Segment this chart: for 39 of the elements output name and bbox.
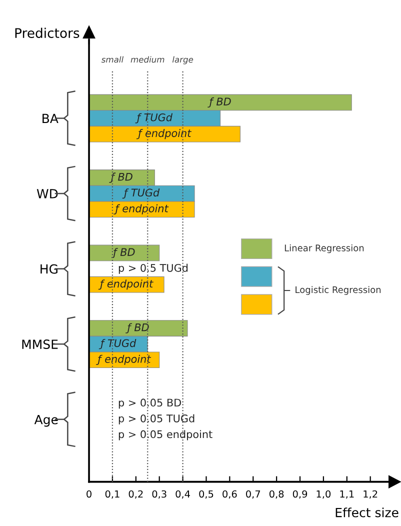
- ref-line-label: large: [172, 56, 194, 64]
- x-tick-label: 0,5: [199, 490, 214, 499]
- text: p > 0.05 BD: [118, 398, 181, 409]
- data-label: ƒ endpoint: [136, 129, 192, 140]
- x-tick-label: 1,0: [316, 490, 331, 499]
- y-tick-label: Age: [34, 414, 58, 427]
- bar: [89, 244, 160, 262]
- text: p > 0.05 endpoint: [118, 430, 212, 440]
- x-tick-label: 0,4: [176, 490, 190, 499]
- data-label: ƒ BD: [126, 323, 149, 334]
- x-tick-label: 0,6: [222, 490, 237, 499]
- data-label: ƒ endpoint: [96, 354, 152, 365]
- data-label: ƒ TUGd: [98, 339, 136, 350]
- data-label: ƒ endpoint: [98, 280, 154, 290]
- x-axis-title: Effect size: [336, 508, 398, 518]
- data-label: ƒ TUGd: [122, 188, 160, 199]
- y-axis-title: Predictors: [15, 28, 80, 38]
- text: Logistic Regression: [296, 286, 381, 295]
- x-tick-label: 1,2: [364, 490, 378, 499]
- x-tick-label: 0: [86, 490, 92, 498]
- y-tick-label: WD: [36, 189, 58, 198]
- x-tick-label: 0,8: [269, 490, 284, 499]
- x-tick-label: 0,2: [128, 490, 143, 499]
- data-label: ƒ endpoint: [114, 204, 169, 214]
- x-tick-label: 1,1: [340, 490, 354, 499]
- y-tick-label: HG: [40, 264, 58, 274]
- data-label: ƒ TUGd: [135, 113, 173, 124]
- x-tick-label: 0,1: [105, 490, 120, 499]
- y-tick-label: BA: [42, 114, 58, 124]
- ref-line-label: small: [101, 56, 124, 63]
- legend-label: Linear Regression: [284, 244, 364, 254]
- x-tick-label: 0,9: [292, 490, 308, 499]
- y-tick-label: MMSE: [22, 340, 58, 349]
- x-tick-label: 0,7: [246, 490, 260, 499]
- text: p > 0.05 TUGd: [118, 414, 194, 424]
- text: p > 0.5 TUGd: [118, 264, 188, 274]
- ref-line-label: medium: [130, 56, 164, 63]
- x-tick-label: 0,3: [152, 490, 166, 499]
- data-label: ƒ BD: [208, 97, 231, 108]
